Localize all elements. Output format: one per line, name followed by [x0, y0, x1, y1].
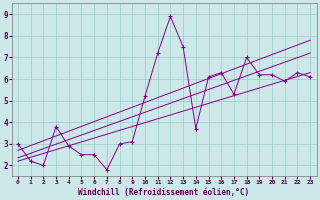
X-axis label: Windchill (Refroidissement éolien,°C): Windchill (Refroidissement éolien,°C)	[78, 188, 250, 197]
